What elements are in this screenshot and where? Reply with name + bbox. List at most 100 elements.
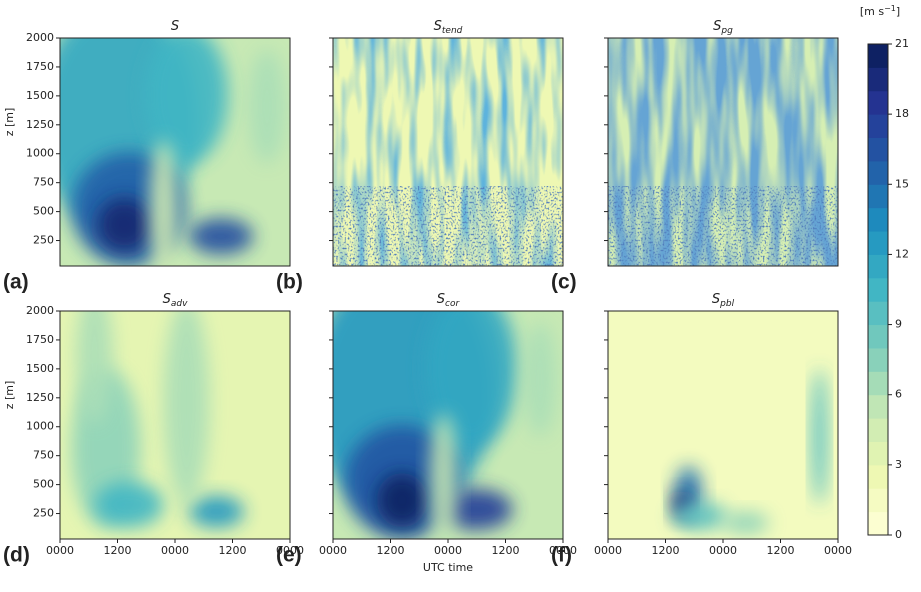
colorbar-tick-label: 9 [895,318,902,331]
heatmap [608,311,838,539]
y-axis-label: z [m] [3,381,16,410]
heatmap-blob [188,495,244,528]
colorbar-band [868,184,888,209]
heatmap-blob [723,511,769,535]
title-symbol: S [437,292,445,307]
colorbar-band [868,90,888,115]
panel-label: (f) [551,544,572,567]
colorbar-band [868,371,888,396]
heatmap-blob [523,322,557,437]
colorbar-band [868,441,888,466]
colorbar-band [868,347,888,372]
heatmap-blob [429,413,458,539]
panel-label: (c) [551,271,577,294]
colorbar-band [868,160,888,185]
colorbar-tick-label: 12 [895,247,909,260]
x-axis-label: UTC time [423,561,473,574]
x-tick-label: 0000 [161,544,189,557]
frame [332,37,564,267]
title-symbol: S [163,292,171,307]
title-subscript: adv [171,299,188,309]
heatmap-blob [163,311,210,505]
unit-end: ] [896,5,900,18]
heatmap-blob [672,502,728,530]
panel-label: (e) [276,544,302,567]
x-tick-label: 0000 [549,544,577,557]
panel-title: Spbl [712,292,735,309]
heatmap-blob [76,311,113,425]
colorbar-band [868,324,888,349]
panel-title: Sadv [163,292,188,309]
heatmap-bg [608,311,838,539]
y-tick-label: 750 [33,176,54,189]
title-symbol: S [713,19,721,34]
heatmap-blob [145,38,228,164]
colorbar-frame [867,43,889,536]
y-tick-label: 1000 [26,420,54,433]
x-tick-label: 1200 [652,544,680,557]
colorbar-band [868,301,888,326]
y-tick-label: 2000 [26,31,54,44]
y-tick-label: 1250 [26,391,54,404]
title-symbol: S [712,292,720,307]
colorbar-label: [m s−1] [860,4,900,19]
x-tick-label: 0000 [319,544,347,557]
panel-title: S [171,19,179,34]
y-tick-label: 1750 [26,333,54,346]
colorbar-band [868,137,888,162]
title-subscript: pg [720,26,733,36]
x-tick-label: 0000 [434,544,462,557]
colorbar-band [868,464,888,489]
colorbar-tick-label: 15 [895,177,909,190]
colorbar-band [868,277,888,302]
x-tick-label: 0000 [276,544,304,557]
y-tick-label: 250 [33,234,54,247]
x-tick-label: 1200 [104,544,132,557]
heatmap-blob [376,472,428,528]
x-tick-label: 1200 [767,544,795,557]
heatmap-blob [188,218,254,255]
x-tick-label: 0000 [709,544,737,557]
y-tick-label: 1500 [26,89,54,102]
heatmap-blob [438,488,513,530]
colorbar-band [868,394,888,419]
colorbar-band [868,511,888,536]
colorbar-band [868,67,888,92]
colorbar-band [868,44,888,68]
x-tick-label: 1200 [492,544,520,557]
heatmap [608,38,838,266]
colorbar-tick-label: 0 [895,528,902,541]
colorbar-band [868,418,888,442]
heatmap-blob [96,197,152,253]
title-subscript: cor [445,299,460,309]
x-tick-label: 0000 [46,544,74,557]
heatmap-speck [608,186,838,266]
panel-title: Scor [437,292,461,309]
frame [607,37,839,267]
heatmap [60,38,290,266]
heatmap-blob [94,482,164,528]
colorbar-band [868,254,888,279]
heatmap-blob [425,311,517,448]
title-subscript: tend [442,26,463,36]
x-tick-label: 1200 [219,544,247,557]
heatmap [333,38,563,266]
colorbar-tick-label: 21 [895,37,909,50]
frame [59,37,291,267]
y-tick-label: 500 [33,478,54,491]
colorbar-tick-label: 18 [895,107,909,120]
colorbar-band [868,207,888,232]
y-tick-label: 500 [33,205,54,218]
panel-label: (b) [276,271,303,294]
colorbar-tick-label: 3 [895,458,902,471]
y-tick-label: 1250 [26,118,54,131]
panel-title: Stend [434,19,463,36]
heatmap [333,311,563,539]
title-subscript: pbl [719,299,734,309]
panel-label: (d) [3,544,30,567]
heatmap-blob [149,140,178,266]
x-tick-label: 1200 [377,544,405,557]
heatmap-blob [248,49,286,164]
colorbar-band [868,231,888,255]
title-symbol: S [434,19,442,34]
